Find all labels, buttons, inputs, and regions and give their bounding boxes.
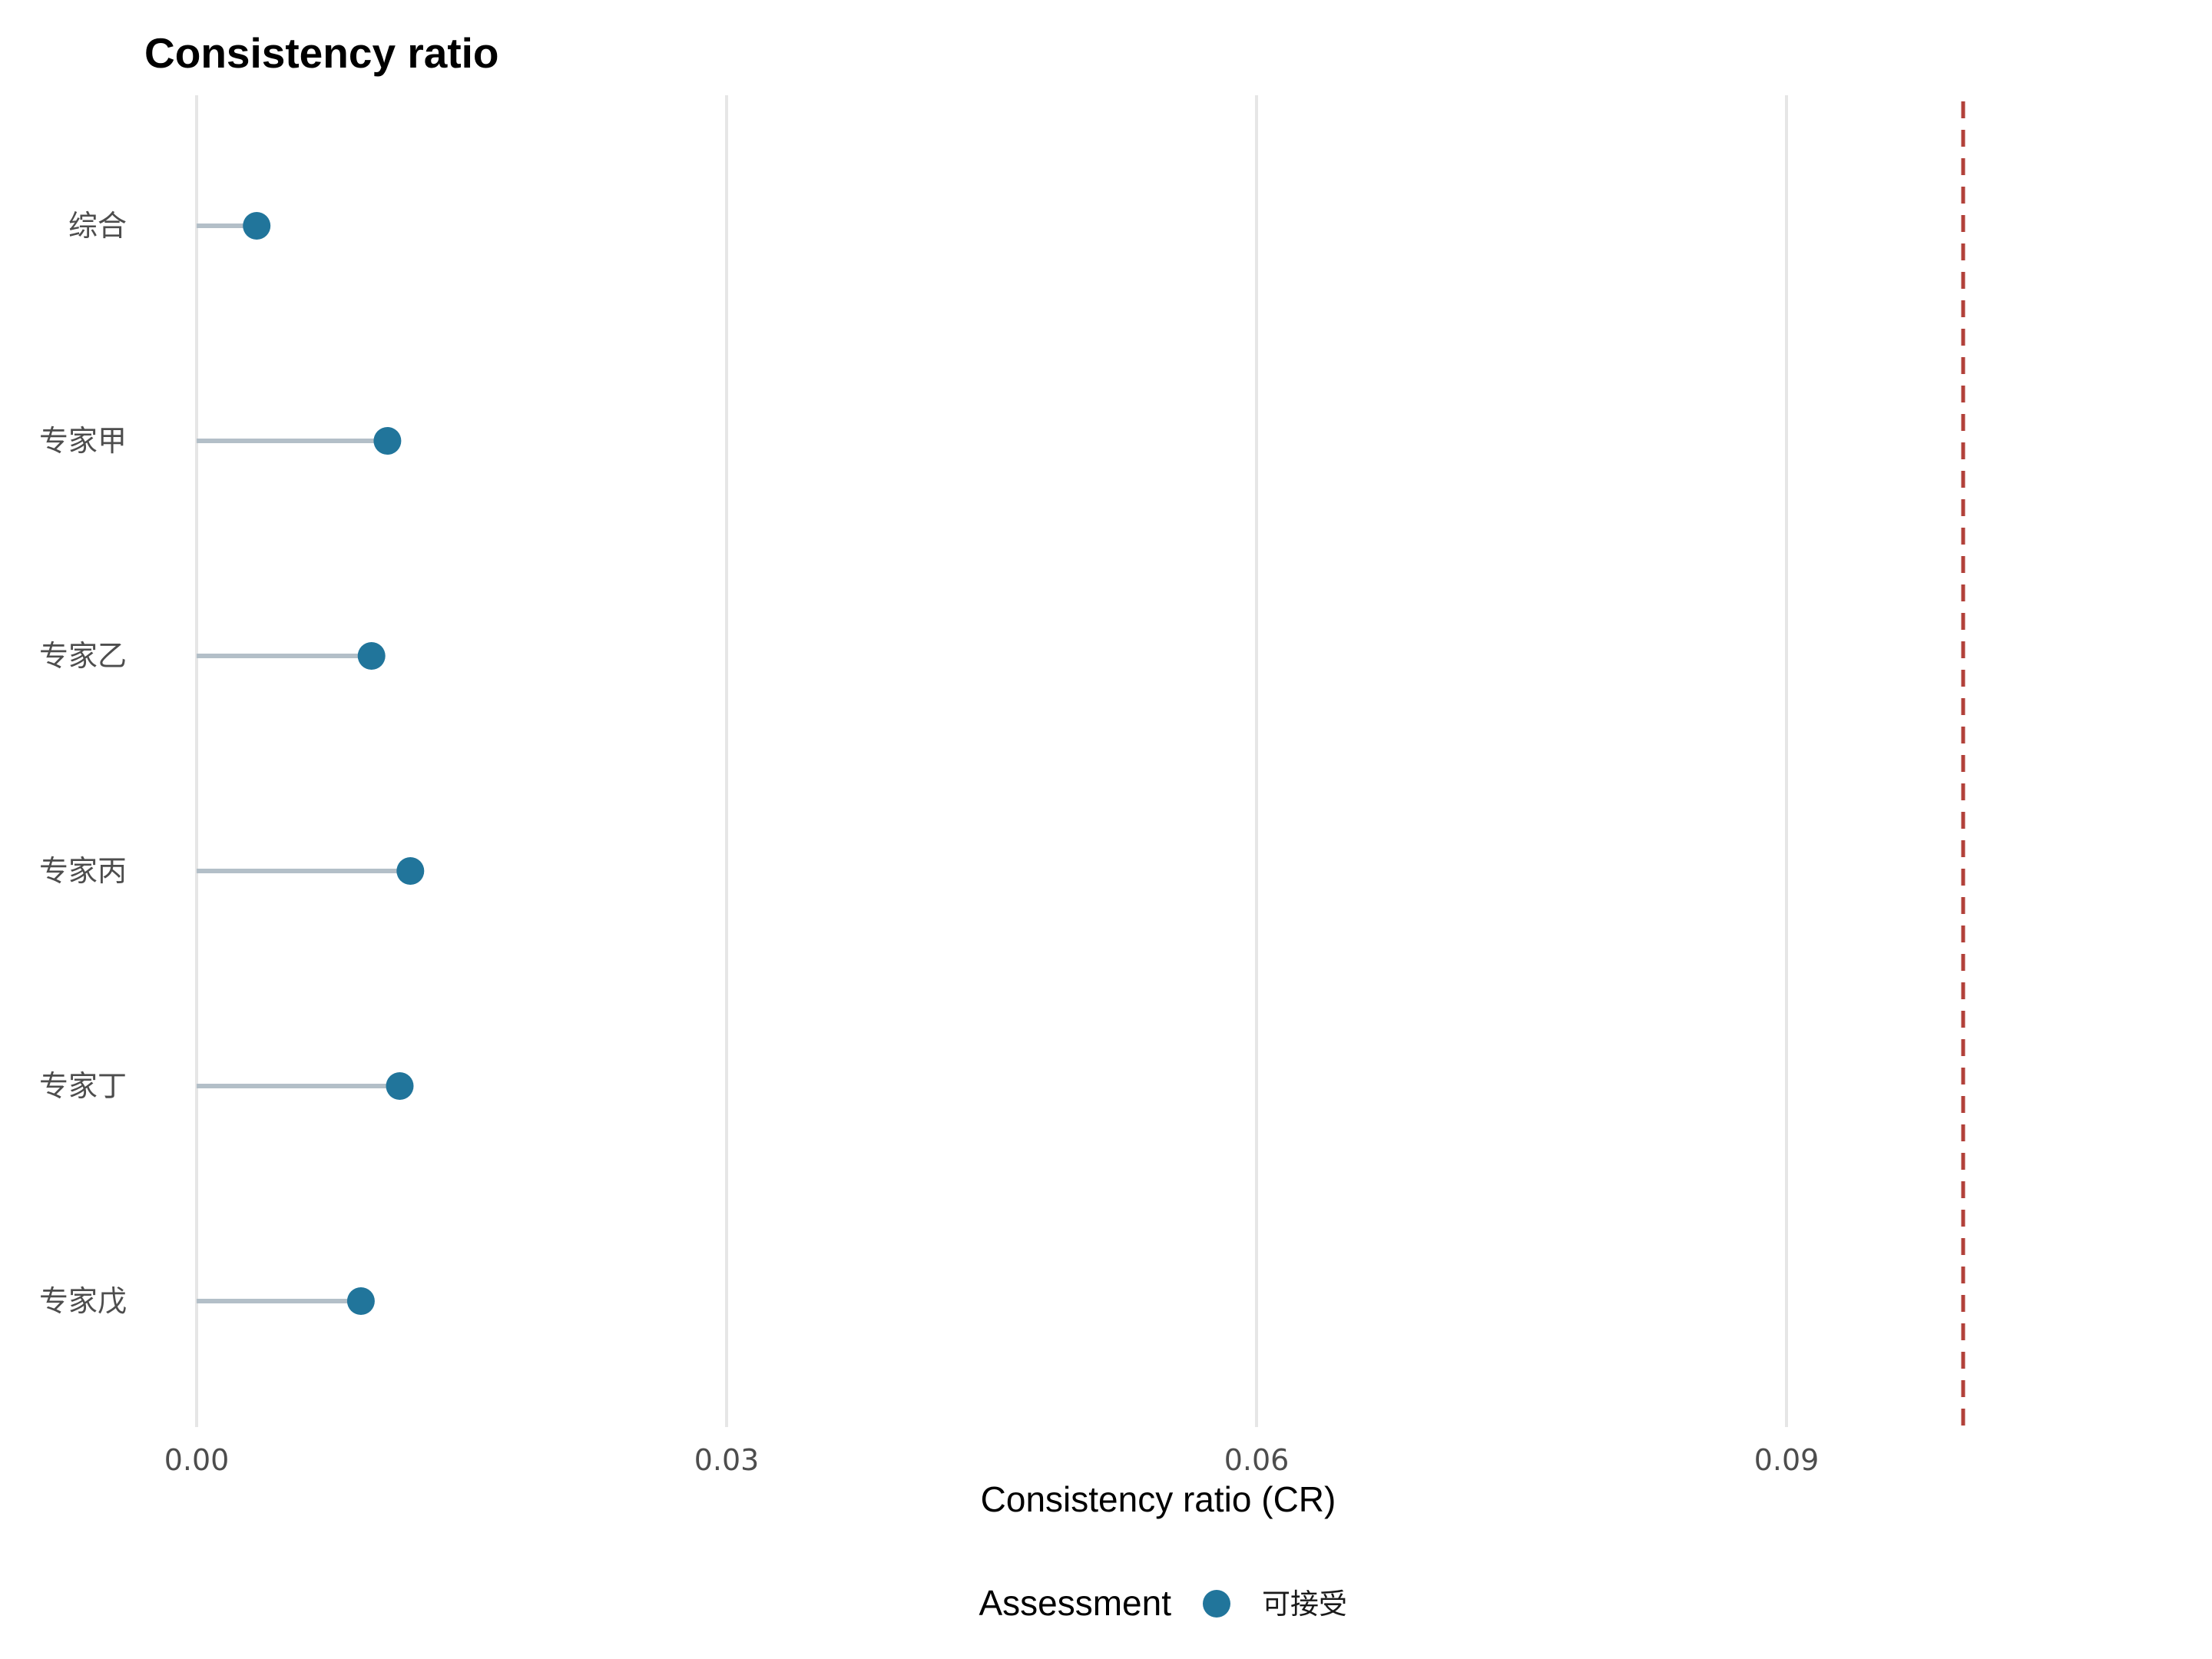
y-tick-label-1: 专家甲: [39, 424, 127, 458]
x-tick-label-2: 0.06: [1224, 1443, 1290, 1477]
x-tick-label-0: 0.00: [164, 1443, 230, 1477]
y-tick-label-0: 综合: [68, 209, 127, 243]
y-tick-label-2: 专家乙: [39, 639, 127, 673]
x-tick-label-3: 0.09: [1754, 1443, 1820, 1477]
data-point-4: [386, 1072, 414, 1100]
y-tick-label-5: 专家戊: [39, 1284, 127, 1318]
legend-title: Assessment: [979, 1583, 1171, 1623]
grid-layer: [195, 95, 1788, 1427]
legend-label-acceptable: 可接受: [1262, 1588, 1347, 1621]
data-point-0: [243, 212, 271, 240]
x-axis-title: Consistency ratio (CR): [981, 1479, 1336, 1519]
point-layer: [243, 212, 425, 1315]
stem-layer: [197, 224, 411, 1303]
data-point-2: [357, 642, 386, 670]
data-point-3: [396, 857, 425, 885]
data-point-5: [346, 1287, 375, 1315]
chart-title: Consistency ratio: [144, 29, 499, 77]
legend-swatch-acceptable: [1203, 1590, 1230, 1618]
x-tick-label-1: 0.03: [694, 1443, 760, 1477]
legend: Assessment 可接受: [979, 1583, 1347, 1623]
y-tick-label-4: 专家丁: [39, 1069, 127, 1103]
y-tick-label-3: 专家丙: [39, 854, 127, 888]
x-tick-labels: 0.00 0.03 0.06 0.09: [164, 1443, 1820, 1477]
data-point-1: [373, 427, 402, 455]
